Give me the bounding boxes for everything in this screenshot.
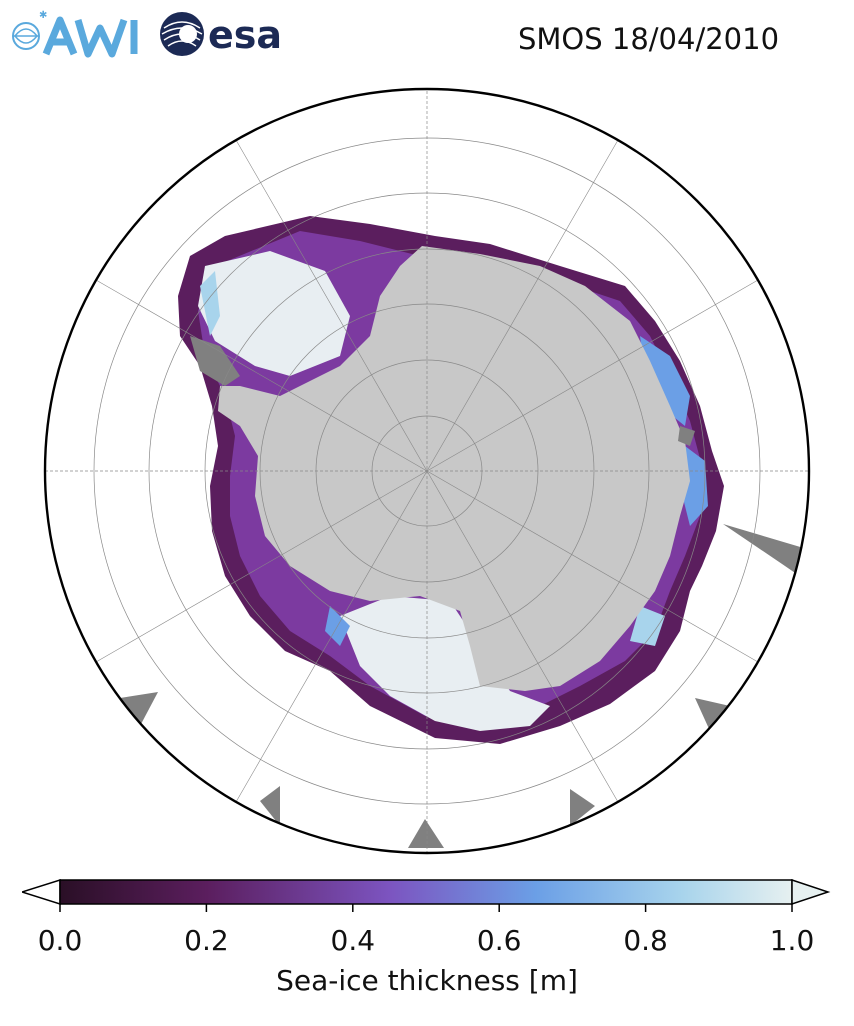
colorbar [22, 878, 831, 912]
svg-text:esa: esa [208, 13, 282, 57]
colorbar-extend-max [791, 878, 831, 906]
antarctica-land [218, 246, 690, 691]
missing-data-wedge [723, 524, 809, 586]
map-boundary [43, 87, 811, 855]
map-title: SMOS 18/04/2010 [518, 22, 780, 56]
weddell-thick-ice [198, 251, 350, 376]
sea-ice-map [43, 87, 811, 855]
colorbar-extend-min [22, 878, 61, 906]
colorbar-tick-label: 0.8 [623, 924, 668, 957]
awi-logo: ✱ [12, 10, 138, 58]
ross-thick-ice [340, 596, 550, 731]
esa-logo: esa [160, 12, 282, 57]
colorbar-label: Sea-ice thickness [m] [276, 964, 578, 997]
svg-text:✱: ✱ [39, 10, 47, 21]
colorbar-tick-label: 0.2 [184, 924, 229, 957]
colorbar-tick-label: 0.0 [37, 924, 83, 957]
colorbar-tick-label: 0.6 [476, 924, 522, 957]
colorbar-tick-label: 1.0 [769, 924, 815, 957]
colorbar-tick-label: 0.4 [330, 924, 376, 957]
